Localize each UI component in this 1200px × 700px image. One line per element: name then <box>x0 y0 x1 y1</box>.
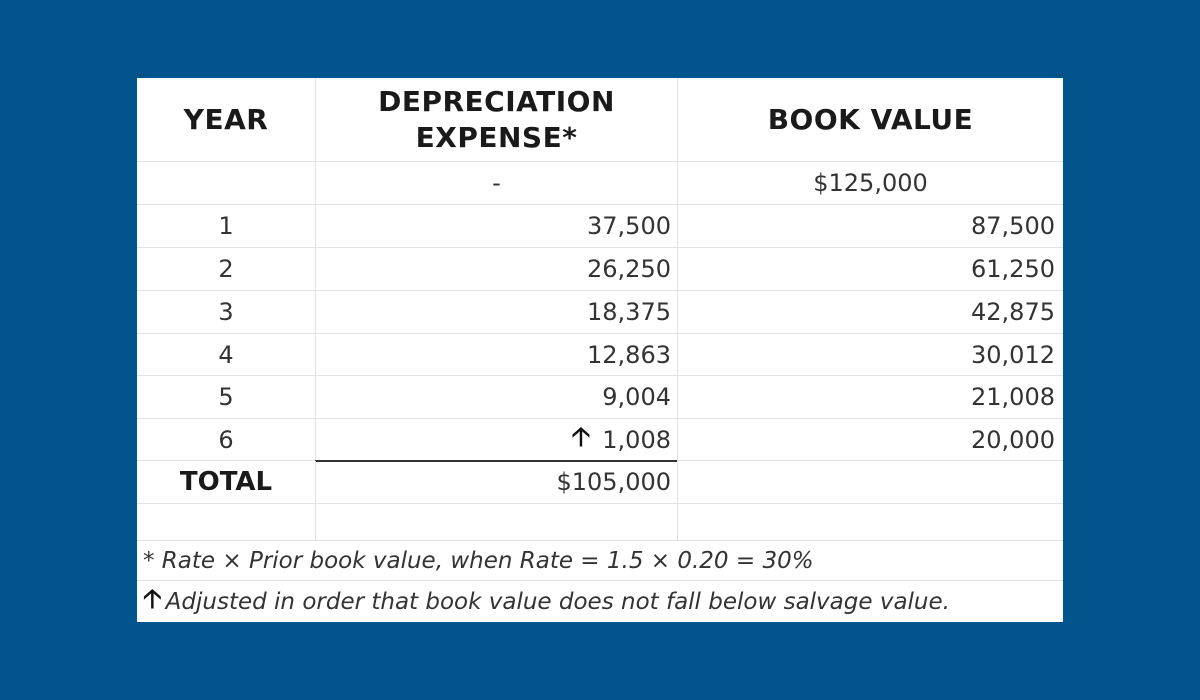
header-row: YEAR DEPRECIATION EXPENSE* BOOK VALUE <box>137 78 1063 162</box>
total-rule <box>315 460 677 462</box>
book-value: 21,008 <box>971 383 1055 411</box>
total-label: TOTAL <box>179 467 273 497</box>
book-value-cell: 21,008 <box>677 376 1063 418</box>
table-row: 1 37,500 87,500 <box>137 205 1063 248</box>
depreciation-cell: 12,863 <box>315 334 677 375</box>
table-row: 6 🡡 1,008 20,000 <box>137 419 1063 461</box>
book-value-cell: 20,000 <box>677 419 1063 460</box>
depreciation-value: 37,500 <box>587 212 671 240</box>
empty-cell <box>677 504 1063 540</box>
book-value-cell: 61,250 <box>677 248 1063 290</box>
initial-year-cell <box>137 162 315 204</box>
book-value: 20,000 <box>971 425 1055 454</box>
table-row: 2 26,250 61,250 <box>137 248 1063 291</box>
total-row: TOTAL $105,000 <box>137 461 1063 504</box>
table-row: 3 18,375 42,875 <box>137 291 1063 334</box>
year-cell: 2 <box>137 248 315 290</box>
book-value-cell: 30,012 <box>677 334 1063 375</box>
adjusted-note: 🡡 Adjusted in order that book value does… <box>137 581 1063 622</box>
up-arrow-icon: 🡡 <box>571 421 591 452</box>
book-value-cell: 42,875 <box>677 291 1063 333</box>
up-arrow-icon: 🡡 <box>143 583 162 614</box>
initial-depreciation-cell: - <box>315 162 677 204</box>
year-cell: 4 <box>137 334 315 375</box>
book-value: 61,250 <box>971 255 1055 283</box>
book-value: 87,500 <box>971 212 1055 240</box>
header-depreciation-line1: DEPRECIATION <box>378 84 615 118</box>
total-depreciation-cell: $105,000 <box>315 461 677 503</box>
adjusted-note-text: Adjusted in order that book value does n… <box>165 588 950 615</box>
depreciation-cell: 26,250 <box>315 248 677 290</box>
year-value: 4 <box>218 340 234 369</box>
year-cell: 5 <box>137 376 315 418</box>
year-value: 1 <box>218 212 234 240</box>
empty-row <box>137 504 1063 541</box>
depreciation-value: 12,863 <box>587 340 671 369</box>
total-depreciation: $105,000 <box>556 468 671 496</box>
depreciation-cell: 🡡 1,008 <box>315 419 677 460</box>
header-book-value-label: BOOK VALUE <box>767 102 974 136</box>
rate-note-text: * Rate × Prior book value, when Rate = 1… <box>143 547 814 574</box>
year-cell: 1 <box>137 205 315 247</box>
header-year-label: YEAR <box>183 102 269 136</box>
depreciation-value: 9,004 <box>602 383 671 411</box>
table-row: 5 9,004 21,008 <box>137 376 1063 419</box>
initial-book-value-cell: $125,000 <box>677 162 1063 204</box>
year-value: 3 <box>218 298 234 326</box>
depreciation-cell: 37,500 <box>315 205 677 247</box>
year-value: 6 <box>218 425 234 454</box>
header-year: YEAR <box>137 78 315 161</box>
initial-row: - $125,000 <box>137 162 1063 205</box>
initial-depreciation: - <box>492 169 501 197</box>
book-value: 30,012 <box>971 340 1055 369</box>
empty-cell <box>137 504 315 540</box>
depreciation-value: 26,250 <box>587 255 671 283</box>
header-book-value: BOOK VALUE <box>677 78 1063 161</box>
book-value-cell: 87,500 <box>677 205 1063 247</box>
total-book-value-cell <box>677 461 1063 503</box>
year-cell: 3 <box>137 291 315 333</box>
year-value: 2 <box>218 255 234 283</box>
table-row: 4 12,863 30,012 <box>137 334 1063 376</box>
depreciation-cell: 18,375 <box>315 291 677 333</box>
initial-book-value: $125,000 <box>813 169 928 197</box>
empty-cell <box>315 504 677 540</box>
rate-note: * Rate × Prior book value, when Rate = 1… <box>137 541 1063 581</box>
total-label-cell: TOTAL <box>137 461 315 503</box>
year-value: 5 <box>218 383 234 411</box>
depreciation-value: 1,008 <box>602 425 671 454</box>
depreciation-value: 18,375 <box>587 298 671 326</box>
depreciation-cell: 9,004 <box>315 376 677 418</box>
depreciation-table: YEAR DEPRECIATION EXPENSE* BOOK VALUE - … <box>137 78 1063 622</box>
year-cell: 6 <box>137 419 315 460</box>
book-value: 42,875 <box>971 298 1055 326</box>
header-depreciation-line2: EXPENSE* <box>415 120 578 154</box>
header-depreciation: DEPRECIATION EXPENSE* <box>315 78 677 161</box>
